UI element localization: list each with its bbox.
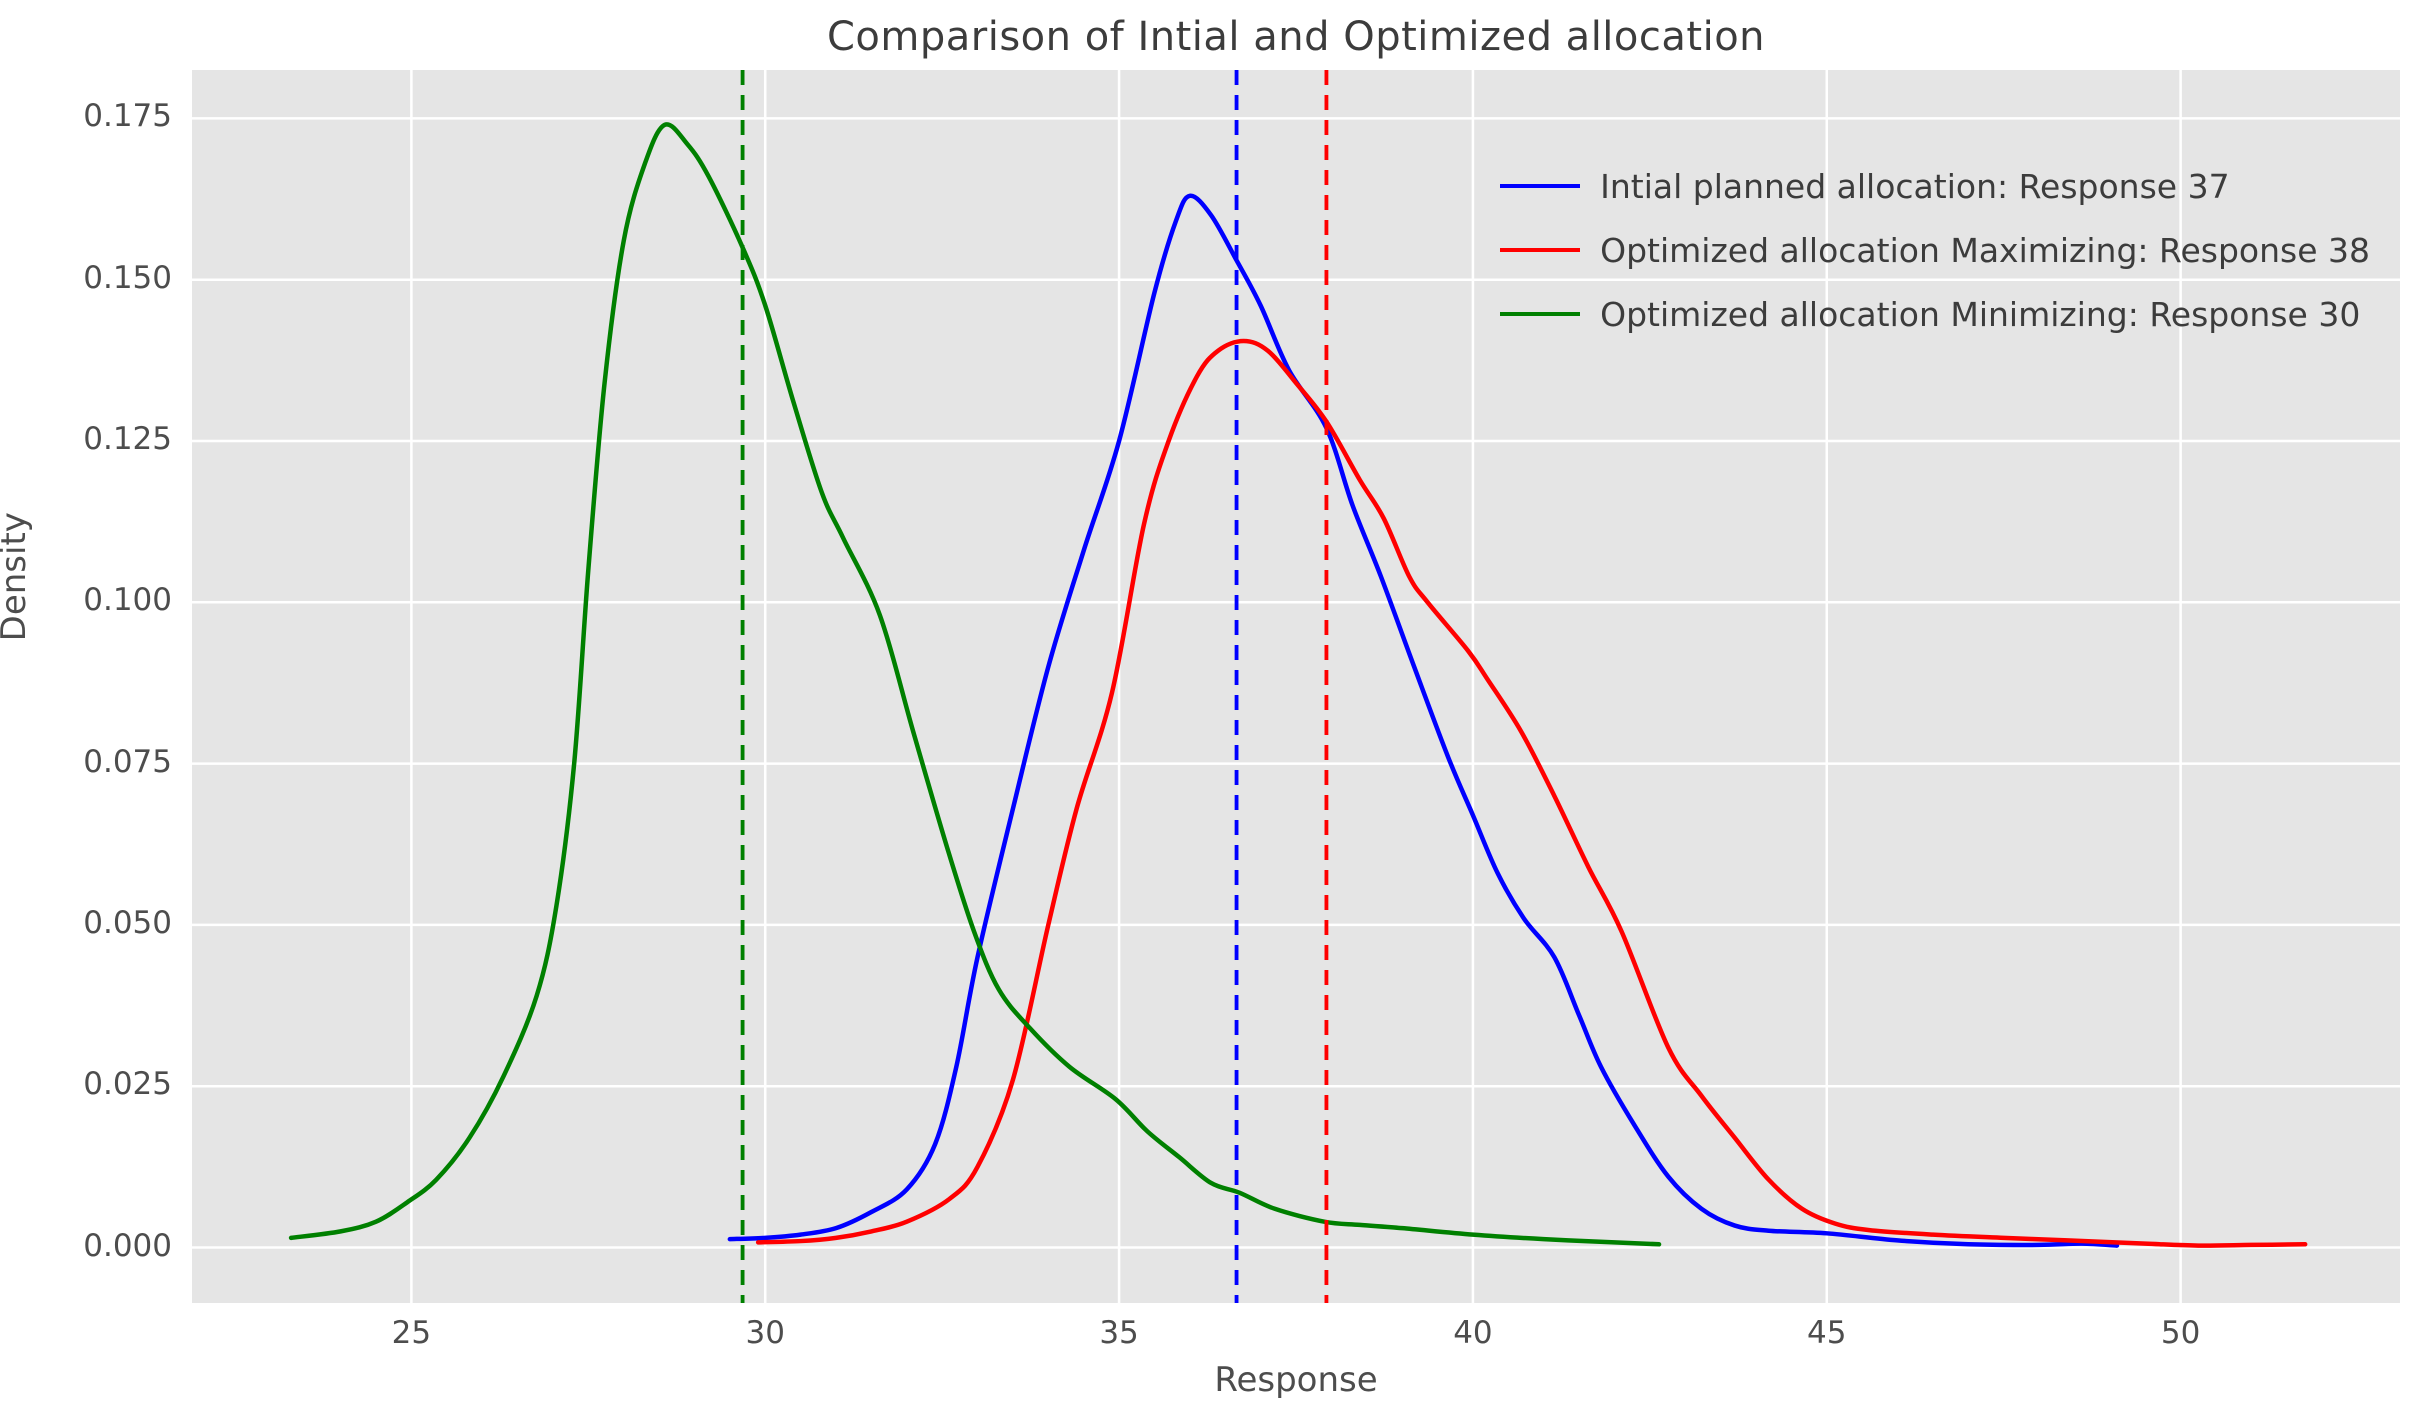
legend-label-minimizing: Optimized allocation Minimizing: Respons… [1600, 294, 2361, 334]
legend-label-maximizing: Optimized allocation Maximizing: Respons… [1600, 230, 2370, 270]
legend-swatch-green-line [1500, 311, 1581, 317]
x-tick-label: 30 [745, 1315, 785, 1351]
x-tick-label: 35 [1099, 1315, 1139, 1351]
legend-swatch-blue-line [1500, 183, 1581, 189]
y-tick-label: 0.025 [83, 1066, 172, 1103]
legend: Intial planned allocation: Response 37 O… [1500, 154, 2370, 346]
kde-curve-1 [755, 338, 2308, 1248]
x-axis-title: Response [1214, 1360, 1378, 1400]
y-axis-title: Density [0, 512, 34, 642]
y-tick-label: 0.175 [83, 98, 172, 135]
chart-title: Comparison of Intial and Optimized alloc… [826, 14, 1766, 60]
kde-curve-2 [288, 122, 1662, 1247]
legend-item-minimizing: Optimized allocation Minimizing: Respons… [1500, 282, 2370, 346]
y-tick-label: 0.150 [83, 259, 172, 296]
kde-curve-0 [727, 193, 2120, 1248]
legend-item-maximizing: Optimized allocation Maximizing: Respons… [1500, 218, 2370, 282]
legend-label-initial: Intial planned allocation: Response 37 [1600, 166, 2230, 206]
x-tick-label: 40 [1453, 1315, 1493, 1351]
x-tick-label: 50 [2160, 1315, 2201, 1351]
density-plot-canvas [192, 70, 2400, 1303]
y-tick-label: 0.125 [83, 420, 172, 457]
x-tick-label: 25 [391, 1315, 432, 1351]
x-tick-label: 45 [1807, 1315, 1847, 1351]
y-tick-label: 0.050 [83, 904, 172, 941]
y-tick-label: 0.075 [83, 743, 172, 780]
legend-item-initial: Intial planned allocation: Response 37 [1500, 154, 2370, 218]
y-tick-label: 0.100 [83, 582, 172, 619]
plot-area: Intial planned allocation: Response 37 O… [192, 70, 2400, 1303]
y-tick-label: 0.000 [83, 1227, 172, 1264]
legend-swatch-red-line [1500, 247, 1581, 253]
